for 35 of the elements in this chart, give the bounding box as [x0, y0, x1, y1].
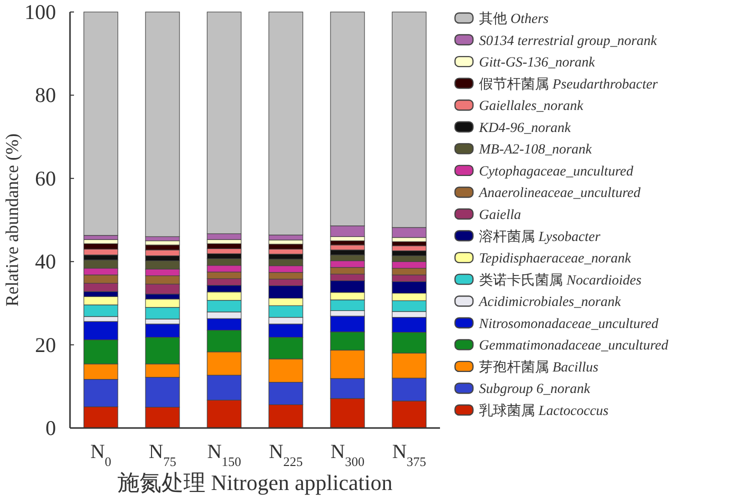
x-tick-label: N$_{0}$ [90, 441, 112, 468]
x-tick-label: N$_{300}$ [330, 441, 364, 468]
legend-label: 假节杆菌属 Pseudarthrobacter [479, 76, 658, 92]
x-tick-label: N$_{150}$ [207, 441, 242, 468]
legend-label: Gitt-GS-136_norank [479, 56, 596, 71]
y-tick-label: 80 [35, 83, 56, 108]
y-tick-label: 0 [46, 416, 56, 440]
legend-label: Gaiellales_norank [479, 99, 584, 114]
y-tick-label: 100 [24, 0, 56, 24]
legend-label: Cytophagaceae_uncultured [479, 164, 634, 180]
legend-label: Gaiella [479, 208, 521, 223]
legend-label: Tepidisphaeraceae_norank [479, 252, 632, 267]
legend-label: 溶杆菌属 Lysobacter [479, 228, 601, 245]
legend-label: 类诺卡氏菌属 Nocardioides [479, 272, 642, 288]
x-tick-label: N$_{75}$ [148, 441, 176, 468]
legend-label: Acidimicrobiales_norank [478, 295, 622, 310]
y-tick-label: 20 [35, 332, 56, 357]
legend-label: 芽孢杆菌属 Bacillus [479, 359, 599, 376]
y-tick-label: 60 [35, 166, 56, 190]
bar [145, 12, 180, 237]
legend-label: MB-A2-108_norank [478, 142, 593, 158]
x-tick-label: N$_{375}$ [392, 441, 426, 468]
x-axis-title: 施氮处理 Nitrogen application [118, 470, 392, 495]
legend-label: Anaerolineaceae_uncultured [478, 186, 642, 202]
x-tick-label: N$_{225}$ [268, 441, 303, 468]
legend-label: Gemmatimonadaceae_uncultured [479, 338, 670, 354]
legend-label: 乳球菌属 Lactococcus [479, 403, 610, 419]
legend-label: KD4-96_norank [478, 120, 572, 136]
legend-label: Subgroup 6_norank [479, 382, 591, 398]
legend-label: Nitrosomonadaceae_uncultured [478, 316, 660, 332]
y-axis-title: Relative abundance (%) [2, 134, 22, 306]
bar [84, 12, 118, 236]
legend-label: 其他 Others [479, 11, 550, 27]
legend-label: S0134 terrestrial group_norank [479, 34, 658, 49]
y-tick-label: 40 [35, 250, 56, 274]
